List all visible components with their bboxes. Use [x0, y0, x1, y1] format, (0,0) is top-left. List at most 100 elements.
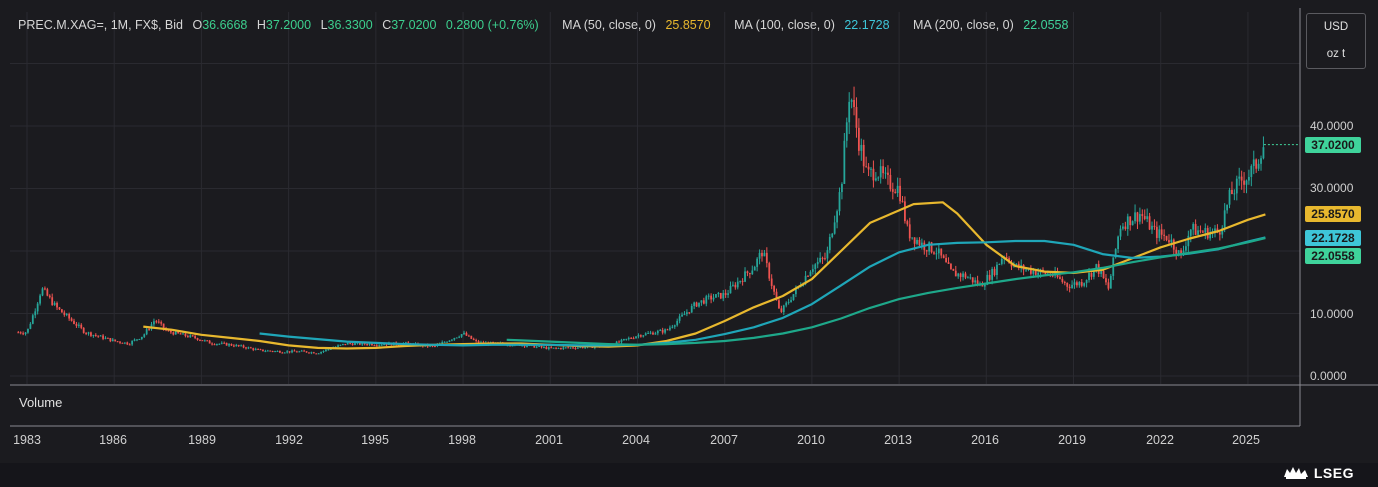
ma100-label[interactable]: MA (100, close, 0) [734, 18, 835, 32]
candle-body [717, 292, 720, 295]
candle-body [1240, 176, 1243, 181]
candle-body [971, 277, 974, 283]
ma-line [143, 201, 1266, 350]
candle-body [121, 342, 124, 344]
candle-body [1105, 278, 1107, 283]
candle-body [1165, 235, 1168, 241]
candle-body [1107, 282, 1110, 289]
candle-body [986, 274, 989, 285]
candle-body [257, 348, 260, 350]
candle-body [928, 242, 931, 252]
candle-body [669, 327, 671, 330]
candle-body [1085, 279, 1088, 284]
candle-body [1223, 210, 1226, 228]
y-tick-0: 0.0000 [1310, 369, 1347, 383]
candle-body [1235, 178, 1238, 194]
candle-body [1095, 264, 1098, 269]
candle-body [220, 342, 223, 344]
candle-body [242, 345, 245, 348]
currency-button[interactable]: USD [1323, 21, 1349, 33]
candle-body [811, 269, 814, 272]
ma200-label[interactable]: MA (200, close, 0) [913, 18, 1014, 32]
candle-body [860, 144, 863, 151]
unit-button[interactable]: oz t [1326, 48, 1346, 60]
candle-body [315, 353, 318, 355]
candle-body [1066, 283, 1069, 287]
candle-body [196, 338, 199, 340]
candle-body [24, 332, 27, 334]
candle-body [1204, 228, 1207, 233]
candle-body [339, 344, 342, 346]
candle-body [41, 288, 44, 296]
candle-body [252, 348, 255, 350]
candle-body [889, 174, 892, 190]
candle-body [906, 221, 909, 225]
candle-body [162, 323, 165, 329]
candle-body [308, 352, 310, 354]
candle-body [579, 346, 582, 348]
candle-body [666, 329, 669, 331]
candle-body [380, 344, 383, 346]
candle-body [174, 331, 177, 335]
candle-body [850, 100, 853, 102]
candle-body [31, 315, 34, 324]
candle-body [552, 347, 555, 349]
y-tick-40: 40.0000 [1310, 119, 1354, 133]
candle-body [952, 269, 955, 271]
candle-body [206, 340, 209, 342]
candle-body [232, 345, 235, 347]
candle-body [567, 347, 570, 349]
candle-body [828, 237, 831, 251]
candle-body [303, 350, 306, 352]
candle-body [908, 224, 911, 239]
candle-body [199, 339, 201, 341]
candle-body [807, 275, 809, 277]
candle-body [361, 342, 364, 345]
candle-body [1214, 228, 1216, 232]
candle-body [201, 340, 204, 342]
candle-body [1080, 282, 1083, 286]
ma100-badge: 22.1728 [1305, 230, 1361, 246]
candle-body [262, 349, 264, 352]
candle-body [373, 345, 376, 347]
candle-body [1201, 231, 1204, 233]
candle-body [824, 258, 826, 260]
volume-pane-label[interactable]: Volume [19, 395, 63, 410]
candle-body [947, 262, 950, 264]
candle-body [712, 297, 715, 300]
candle-body [538, 345, 541, 347]
candle-body [245, 347, 247, 349]
candle-body [337, 345, 339, 347]
candle-body [746, 271, 749, 274]
candle-body [933, 252, 935, 254]
high-label: H [256, 18, 266, 32]
ma50-badge: 25.8570 [1305, 206, 1361, 222]
candle-body [44, 288, 46, 290]
candle-body [366, 344, 369, 346]
candle-body [768, 263, 771, 279]
pane-borders [10, 8, 1378, 427]
candle-body [293, 350, 296, 352]
ma-line [506, 237, 1266, 346]
candle-body [169, 330, 172, 333]
candle-body [1088, 273, 1090, 280]
grid [10, 12, 1300, 384]
footer-bar [0, 463, 1378, 487]
candle-body [569, 347, 572, 349]
candle-body [761, 252, 763, 257]
candle-body [1172, 239, 1175, 250]
candle-body [1122, 226, 1124, 229]
ma50-label[interactable]: MA (50, close, 0) [562, 18, 656, 32]
candle-body [775, 291, 778, 301]
candle-body [916, 239, 918, 244]
candle-body [562, 347, 565, 349]
candle-body [920, 242, 923, 246]
candle-body [736, 281, 739, 288]
candle-body [460, 334, 463, 337]
candle-body [329, 348, 332, 350]
candle-body [729, 285, 732, 294]
candle-body [320, 351, 322, 354]
symbol-label[interactable]: PREC.M.XAG=, 1M, FX$, Bid [18, 18, 183, 32]
candle-body [46, 289, 49, 296]
